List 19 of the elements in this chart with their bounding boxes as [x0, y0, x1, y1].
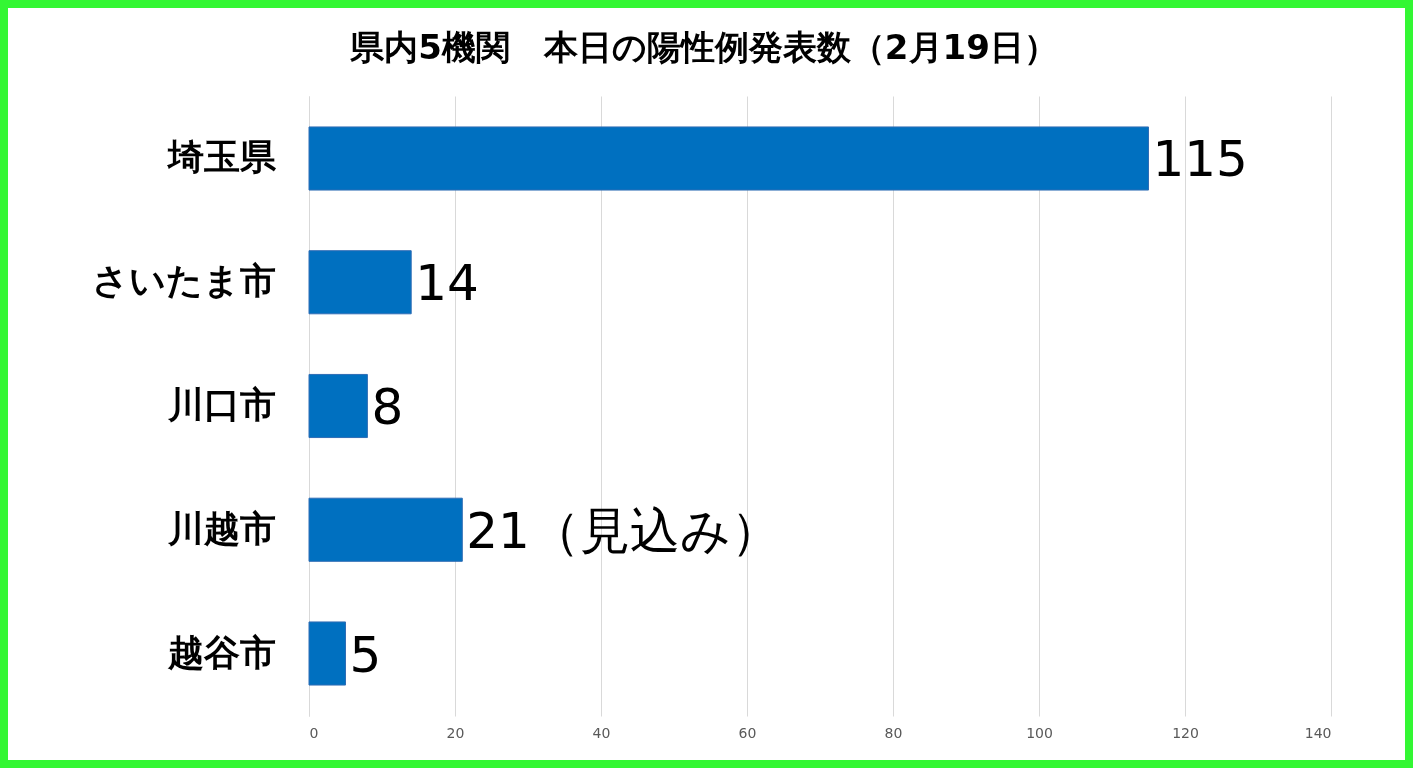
x-tick-label: 140	[1304, 724, 1332, 741]
x-tick-label: 80	[884, 724, 903, 741]
y-tick-label: 越谷市	[166, 631, 276, 673]
x-tick-label: 100	[1026, 724, 1053, 741]
data-label: 14	[415, 254, 479, 313]
x-tick-label: 120	[1172, 724, 1199, 741]
data-label: 21（見込み）	[466, 501, 781, 560]
data-label: 115	[1152, 130, 1248, 189]
y-tick-label: 埼玉県	[165, 136, 277, 178]
data-label: 8	[371, 378, 404, 436]
y-tick-label: 川口市	[166, 384, 276, 425]
x-tick-label: 60	[738, 724, 757, 741]
x-tick-label: 20	[446, 724, 465, 741]
y-tick-label: 川越市	[166, 507, 276, 549]
chart-title: 県内5機関 本日の陽性例発表数（2月19日）	[349, 27, 1058, 67]
y-tick-label: さいたま市	[91, 260, 276, 302]
data-label: 5	[349, 625, 382, 684]
x-tick-label: 40	[592, 724, 611, 741]
x-tick-label: 0	[309, 724, 319, 741]
